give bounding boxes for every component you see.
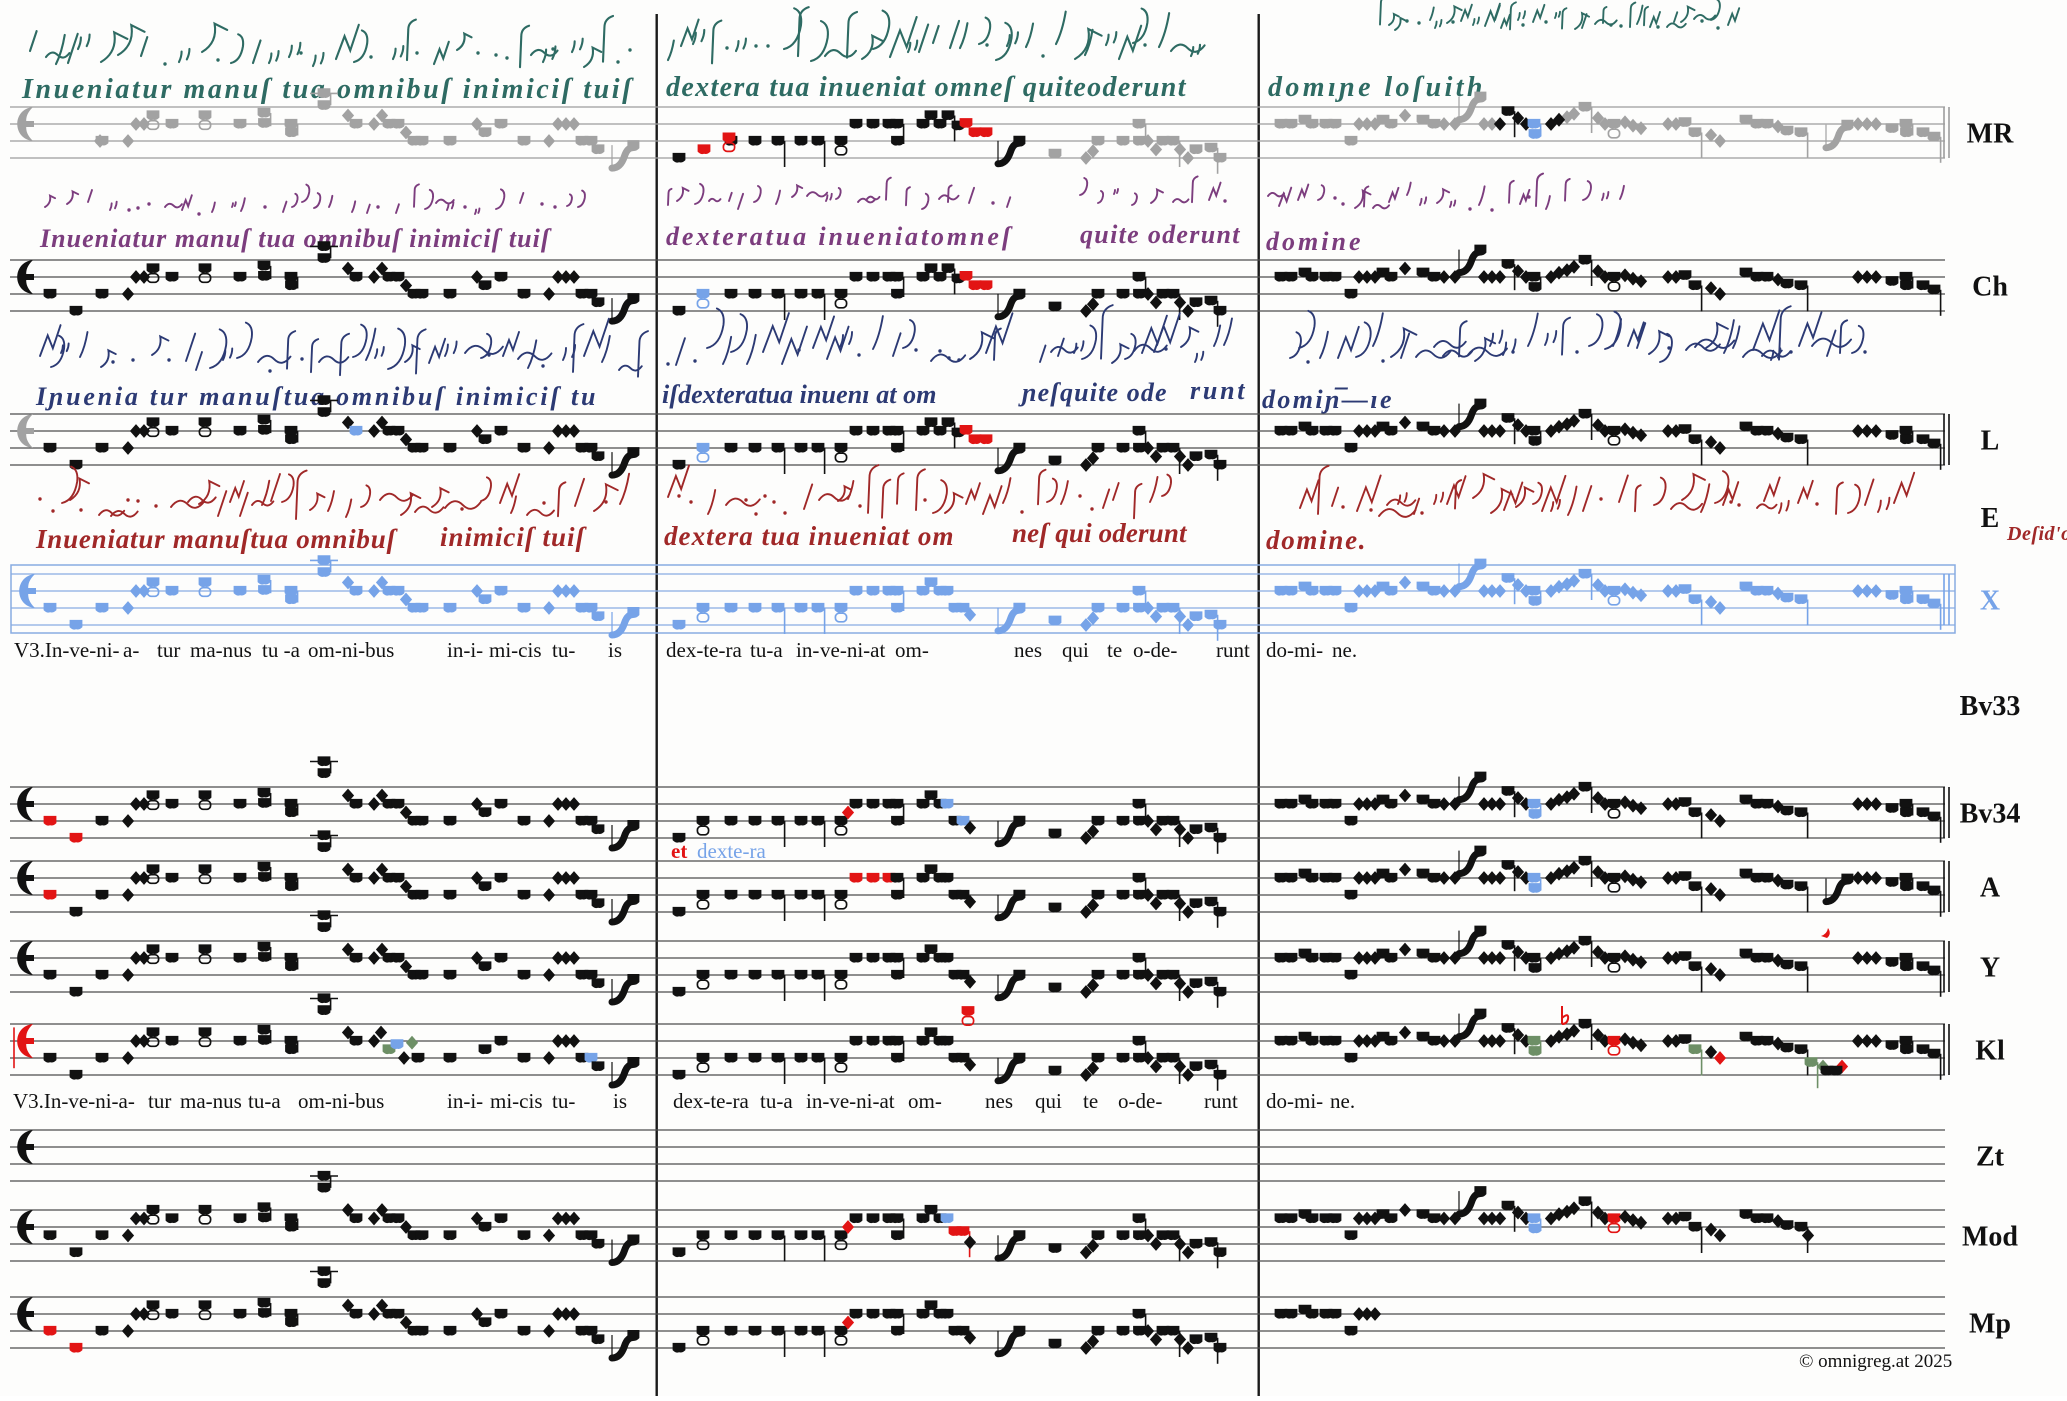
svg-text:is: is xyxy=(608,638,622,662)
svg-text:ma-nus: ma-nus xyxy=(180,1089,242,1113)
svg-text:V3.In-ve-ni-: V3.In-ve-ni- xyxy=(14,638,120,662)
svg-text:o-de-: o-de- xyxy=(1133,638,1177,662)
svg-text:Y: Y xyxy=(1980,952,2000,983)
svg-text:Ch: Ch xyxy=(1972,271,2008,302)
svg-text:ne.: ne. xyxy=(1330,1089,1355,1113)
svg-text:tu-: tu- xyxy=(552,638,575,662)
svg-text:tur: tur xyxy=(148,1089,171,1113)
svg-text:om-ni-bus: om-ni-bus xyxy=(298,1089,384,1113)
svg-text:tu-a: tu-a xyxy=(750,638,783,662)
svg-text:tur: tur xyxy=(157,638,180,662)
svg-text:nes: nes xyxy=(1014,638,1042,662)
svg-text:dextera tua inueniat omneſ qui: dextera tua inueniat omneſ quiteoderunt xyxy=(666,72,1187,103)
svg-text:in-: in- xyxy=(796,638,819,662)
svg-text:te: te xyxy=(1107,638,1122,662)
svg-text:tu -a: tu -a xyxy=(262,638,301,662)
svg-text:Deſid'o: Deſid'o xyxy=(2006,523,2067,545)
svg-text:quite oderunt: quite oderunt xyxy=(1080,220,1240,249)
svg-text:dex-te-ra: dex-te-ra xyxy=(666,638,742,662)
svg-text:te: te xyxy=(1083,1089,1098,1113)
svg-text:qui: qui xyxy=(1035,1089,1062,1113)
svg-text:ma-nus: ma-nus xyxy=(190,638,252,662)
svg-text:is: is xyxy=(613,1089,627,1113)
svg-text:mi-cis: mi-cis xyxy=(490,1089,543,1113)
svg-text:qui: qui xyxy=(1062,638,1089,662)
svg-text:tu-a: tu-a xyxy=(248,1089,281,1113)
svg-text:om-ni-bus: om-ni-bus xyxy=(308,638,394,662)
svg-text:o-de-: o-de- xyxy=(1118,1089,1162,1113)
svg-text:mi-cis: mi-cis xyxy=(489,638,542,662)
svg-text:L: L xyxy=(1981,425,2000,456)
svg-text:dexte-ra: dexte-ra xyxy=(697,839,766,863)
svg-text:Bv33: Bv33 xyxy=(1960,691,2021,722)
svg-text:ne.: ne. xyxy=(1332,638,1357,662)
svg-text:tu-a: tu-a xyxy=(760,1089,793,1113)
svg-text:Zt: Zt xyxy=(1976,1141,2005,1172)
svg-text:et: et xyxy=(671,839,687,863)
svg-text:ɲeſquite ode: ɲeſquite ode xyxy=(1018,378,1167,407)
svg-text:E: E xyxy=(1981,503,2000,534)
svg-text:ve-ni-at: ve-ni-at xyxy=(820,638,885,662)
svg-text:domine.: domine. xyxy=(1266,525,1366,555)
svg-text:iſdexteratua inuenı at om: iſdexteratua inuenı at om xyxy=(662,380,937,409)
svg-text:in-ve-ni-at: in-ve-ni-at xyxy=(806,1089,895,1113)
svg-text:nes: nes xyxy=(985,1089,1013,1113)
svg-text:a-: a- xyxy=(123,638,139,662)
svg-text:X: X xyxy=(1980,585,2000,616)
svg-text:inimiciſ tuiſ: inimiciſ tuiſ xyxy=(440,522,588,552)
svg-text:domiɲ̅—ıe: domiɲ̅—ıe xyxy=(1262,385,1392,414)
svg-text:do-mi-: do-mi- xyxy=(1266,638,1323,662)
svg-text:V3.In-ve-ni-a-: V3.In-ve-ni-a- xyxy=(13,1089,135,1113)
svg-text:Inueniatur manuſ tua omnibuſ: Inueniatur manuſ tua omnibuſ inimiciſ tu… xyxy=(39,224,552,253)
svg-text:neſ qui oderunt: neſ qui oderunt xyxy=(1012,518,1188,548)
svg-text:Inueniatur manuſtua omnibuſ: Inueniatur manuſtua omnibuſ xyxy=(35,524,399,554)
svg-text:A: A xyxy=(1980,872,2001,903)
svg-text:Mp: Mp xyxy=(1969,1308,2011,1339)
svg-text:domine: domine xyxy=(1266,227,1361,256)
svg-text:© omnigreg.at 2025: © omnigreg.at 2025 xyxy=(1799,1351,1952,1372)
svg-text:Kl: Kl xyxy=(1975,1035,2005,1066)
svg-text:in-i-: in-i- xyxy=(447,1089,483,1113)
svg-text:in-i-: in-i- xyxy=(447,638,483,662)
svg-text:dex-te-ra: dex-te-ra xyxy=(673,1089,749,1113)
svg-text:Iɲuenia tur manuſtua omnibuſ i: Iɲuenia tur manuſtua omnibuſ inimiciſ tu xyxy=(35,382,596,411)
svg-text:om-: om- xyxy=(908,1089,942,1113)
svg-text:om-: om- xyxy=(895,638,929,662)
svg-text:do-mi-: do-mi- xyxy=(1266,1089,1323,1113)
svg-text:Mod: Mod xyxy=(1962,1221,2018,1252)
svg-text:dexteratua inueniatomneſ: dexteratua inueniatomneſ xyxy=(666,222,1013,251)
svg-text:runt: runt xyxy=(1216,638,1250,662)
svg-text:tu-: tu- xyxy=(552,1089,575,1113)
svg-text:domıɲe loſuith: domıɲe loſuith xyxy=(1268,72,1483,103)
svg-text:runt: runt xyxy=(1190,376,1245,405)
svg-text:dextera tua inueniat om: dextera tua inueniat om xyxy=(664,521,954,551)
svg-text:MR: MR xyxy=(1967,118,2014,149)
svg-text:runt: runt xyxy=(1204,1089,1238,1113)
svg-text:Bv34: Bv34 xyxy=(1960,798,2021,829)
